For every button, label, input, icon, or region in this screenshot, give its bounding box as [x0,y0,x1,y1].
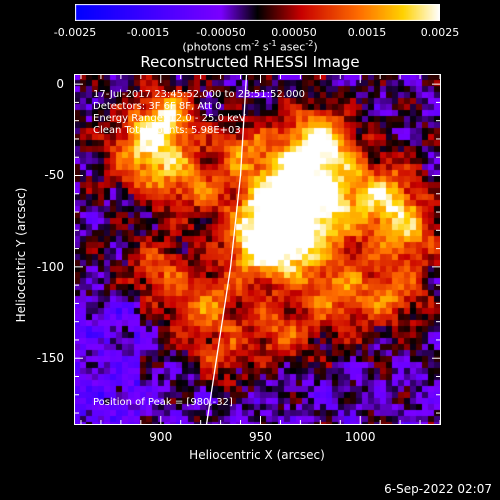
colorbar-tick-label: 0.00050 [271,26,317,39]
tick-marks [75,75,441,424]
y-tick-label: 0 [56,77,64,92]
solar-limb-line [205,74,248,425]
x-tick-label: 900 [149,430,173,444]
plot-timestamp: 6-Sep-2022 02:07 [384,482,492,496]
annotation-clean: Clean Total counts: 5.98E+03 [93,125,241,136]
colorbar-tick-label: -0.0015 [126,26,170,39]
chart-title: Reconstructed RHESSI Image [140,53,360,71]
colorbar-tick-label: 0.0025 [420,26,460,39]
plot-frame [74,74,441,425]
y-tick-label: -50 [44,168,64,183]
y-tick-label: -150 [36,351,64,366]
annotation-peak: Position of Peak = [980,-32] [93,397,233,408]
x-axis-label: Heliocentric X (arcsec) [189,448,325,462]
colorbar [75,4,440,21]
colorbar-tick-label: 0.0015 [347,26,387,39]
x-tick-label: 1000 [344,430,376,444]
colorbar-tick-label: -0.00050 [196,26,246,39]
x-tick-label: 950 [249,430,272,444]
annotation-time-range: 17-Jul-2017 23:45:52.000 to 23:51:52.000 [93,89,305,100]
annotation-energy: Energy Range: 12.0 - 25.0 keV [93,113,246,124]
y-axis-label: Heliocentric Y (arcsec) [14,187,28,323]
annotation-detectors: Detectors: 3F 6F 8F, Att 0 [93,101,222,112]
y-tick-label: -100 [36,259,64,274]
colorbar-tick-label: -0.0025 [53,26,97,39]
heatmap-image [74,74,440,424]
colorbar-units: (photons cm-2 s-1 asec-2) [182,39,318,54]
